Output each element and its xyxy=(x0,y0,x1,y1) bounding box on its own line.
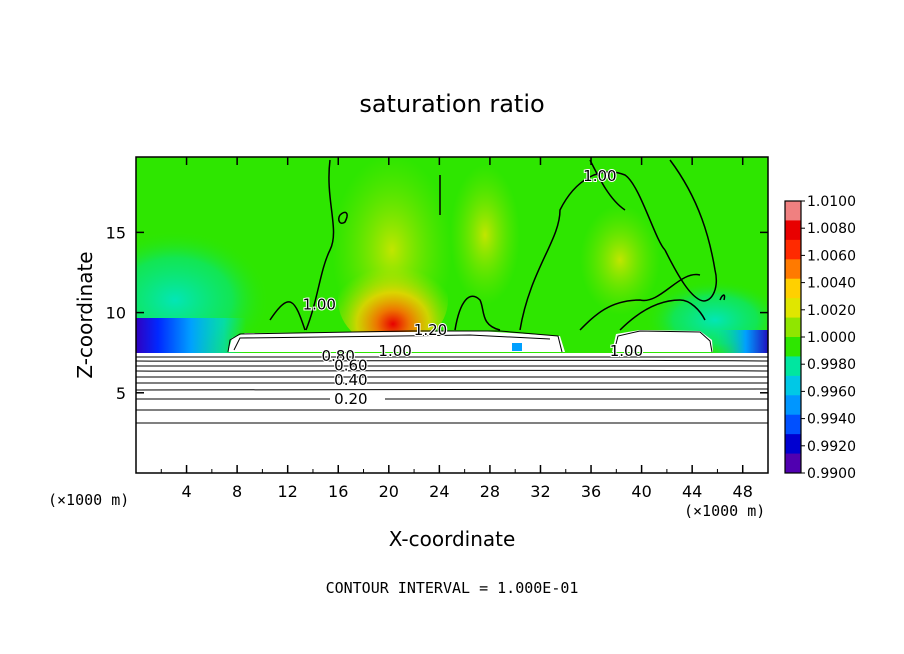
contour-label: 0.60 xyxy=(334,357,367,375)
y-axis: 5 10 15 xyxy=(106,223,768,403)
colorbar-swatch xyxy=(785,375,801,396)
colorbar-swatch xyxy=(785,278,801,299)
colorbar-label: 0.9960 xyxy=(807,384,856,400)
colorbar-swatch xyxy=(785,317,801,338)
heatmap-field xyxy=(136,157,768,473)
colorbar-swatch xyxy=(785,356,801,377)
x-tick-label: 28 xyxy=(480,482,500,501)
x-tick-label: 24 xyxy=(429,482,449,501)
colorbar-label: 0.9920 xyxy=(807,439,856,455)
colorbar-swatch xyxy=(785,337,801,357)
colorbar-label: 0.9980 xyxy=(807,357,856,373)
x-tick-label: 20 xyxy=(379,482,399,501)
contour-label: 1.20 xyxy=(414,321,447,339)
contour-label: 1.00 xyxy=(583,167,616,185)
colorbar-swatch xyxy=(785,434,801,455)
x-unit-left: (×1000 m) xyxy=(48,491,129,509)
contour-label: 1.00 xyxy=(610,342,643,360)
x-axis: 4 8 12 16 20 24 28 32 36 40 44 48 xyxy=(160,157,753,501)
colorbar-label: 1.0060 xyxy=(807,248,856,264)
contour-label: 1.00 xyxy=(303,296,336,314)
x-tick-label: 8 xyxy=(232,482,242,501)
contour-labels: 1.001.200.800.600.400.201.001.001.00 xyxy=(302,166,645,409)
colorbar-label: 1.0020 xyxy=(807,303,856,319)
colorbar-label: 1.0000 xyxy=(807,330,856,346)
contour-label: 1.00 xyxy=(378,342,411,360)
x-unit-right: (×1000 m) xyxy=(684,502,765,520)
colorbar-swatch xyxy=(785,298,801,319)
x-tick-label: 36 xyxy=(581,482,601,501)
colorbar-swatch xyxy=(785,239,801,260)
colorbar: 1.0100 1.0080 1.0060 1.0040 1.0020 1.0000 0.99… xyxy=(784,194,856,482)
colorbar-swatch xyxy=(785,259,801,280)
x-axis-label: X-coordinate xyxy=(389,527,516,551)
x-tick-label: 12 xyxy=(278,482,298,501)
colorbar-label: 1.0040 xyxy=(807,276,856,292)
y-tick-label: 5 xyxy=(116,384,126,403)
y-tick-label: 10 xyxy=(106,304,126,323)
x-tick-label: 16 xyxy=(328,482,348,501)
x-tick-label: 48 xyxy=(733,482,753,501)
contour-label: 0.40 xyxy=(334,371,367,389)
chart-title: saturation ratio xyxy=(359,90,544,118)
colorbar-swatch xyxy=(785,395,801,416)
colorbar-swatch xyxy=(785,453,801,474)
x-tick-label: 40 xyxy=(631,482,651,501)
x-tick-label: 4 xyxy=(181,482,191,501)
y-axis-label: Z-coordinate xyxy=(73,251,97,378)
contour-label: 0.20 xyxy=(334,390,367,408)
colorbar-swatch xyxy=(785,414,801,435)
colorbar-label: 0.9940 xyxy=(807,412,856,428)
x-tick-label: 44 xyxy=(682,482,702,501)
contour-interval-note: CONTOUR INTERVAL = 1.000E-01 xyxy=(326,579,579,597)
colorbar-label: 1.0100 xyxy=(807,194,856,210)
x-tick-label: 32 xyxy=(530,482,550,501)
plot-frame xyxy=(135,156,769,474)
colorbar-swatch xyxy=(785,220,801,241)
y-tick-label: 15 xyxy=(106,223,126,242)
contour-label: 0.80 xyxy=(322,347,355,365)
colorbar-swatch xyxy=(785,201,801,221)
colorbar-label: 1.0080 xyxy=(807,221,856,237)
colorbar-label: 0.9900 xyxy=(807,466,856,482)
